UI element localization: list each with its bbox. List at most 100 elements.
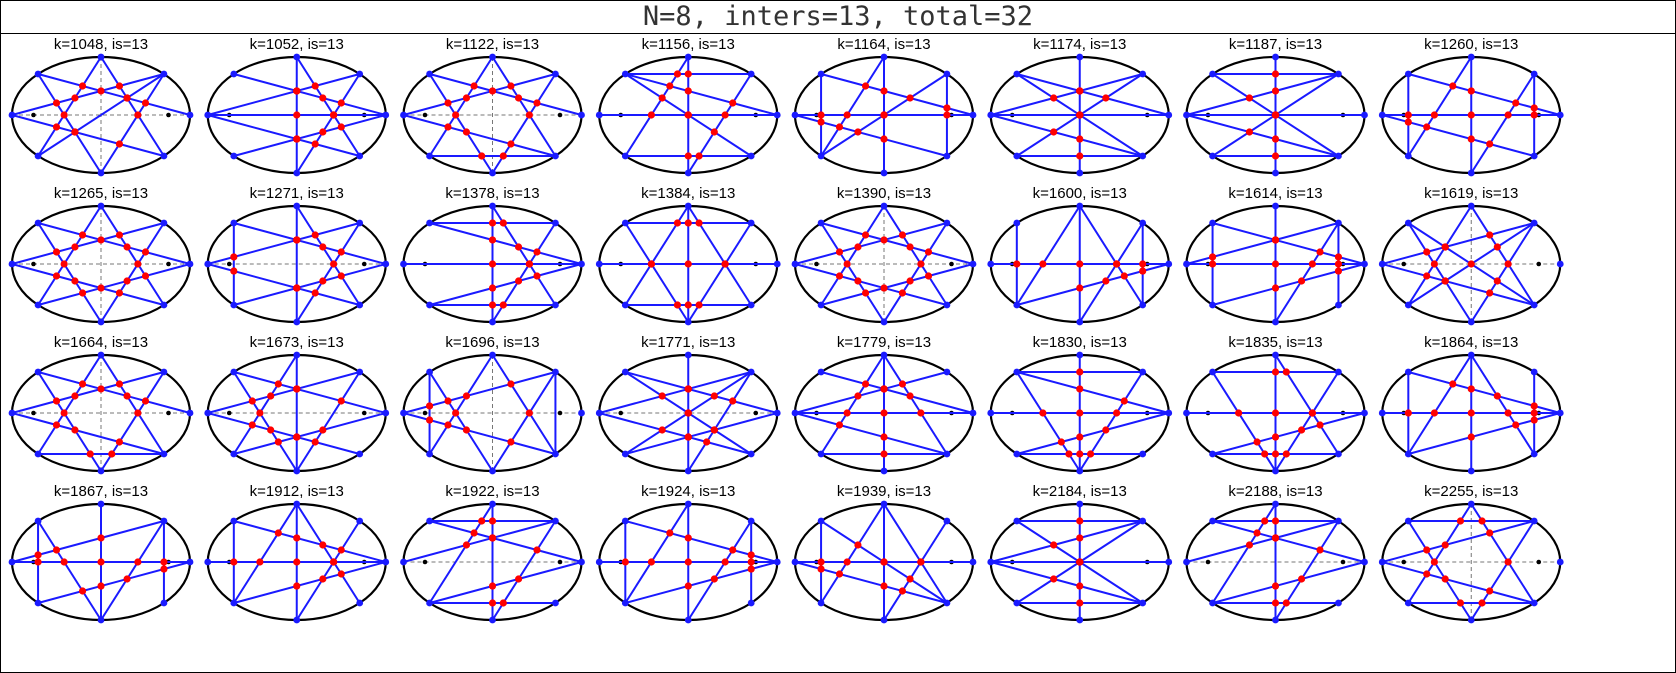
intersection-point [123,392,131,400]
intersection-point [1334,267,1343,275]
diagram-panel: k=1779, is=13 [791,334,977,475]
panel-label: k=1048, is=13 [54,36,148,53]
intersection-point [488,260,497,268]
intersection-point [1308,409,1316,417]
intersection-point [684,433,692,441]
intersection-point [1441,575,1449,583]
vertex-point [1361,558,1368,566]
vertex-point [186,260,194,268]
intersection-point [1271,368,1280,376]
focus-point [422,559,428,565]
intersection-point [462,541,471,549]
chord-line [100,205,165,306]
vertex-point [1013,219,1021,227]
intersection-point [52,421,61,429]
intersection-point [1076,385,1084,393]
intersection-point [78,82,87,90]
panel-label: k=1779, is=13 [837,334,931,351]
diagram-panel: k=1664, is=13 [8,334,194,475]
intersection-point [115,438,124,446]
intersection-point [1404,111,1412,119]
vertex-point [426,368,433,376]
intersection-point [293,385,301,393]
intersection-point [684,301,692,309]
vertex-point [489,500,496,508]
intersection-point [854,277,862,285]
intersection-point [1530,409,1538,417]
intersection-point [52,123,61,131]
intersection-point [880,558,888,566]
focus-point [1340,559,1346,565]
vertex-point [293,318,301,326]
vertex-point [1530,517,1538,525]
intersection-point [817,111,825,119]
vertex-point [400,558,407,566]
intersection-point [1486,140,1494,148]
chord-line [625,371,778,414]
intersection-point [684,409,692,417]
intersection-point [71,426,79,434]
chord-line [598,371,752,414]
panel-label: k=1864, is=13 [1424,334,1518,351]
intersection-point [470,529,478,537]
chord-line [429,73,582,116]
intersection-point [267,426,275,434]
intersection-point [123,575,131,583]
diagram-panel: k=1384, is=13 [595,185,781,326]
intersection-point [1504,111,1512,119]
diagram-panel: k=1924, is=13 [595,483,781,624]
intersection-point [462,392,471,400]
vertex-point [230,517,238,525]
intersection-point [835,123,844,131]
intersection-point [488,87,497,95]
vertex-point [943,368,951,376]
chord-line [1016,371,1170,414]
vertex-point [293,351,301,359]
panel-label: k=1271, is=13 [250,185,344,202]
vertex-point [1076,202,1084,210]
chord-line [820,222,885,323]
vertex-point [293,202,301,210]
vertex-point [34,70,42,78]
chord-line [1274,222,1340,323]
intersection-point [1076,368,1084,376]
vertex-point [595,409,603,417]
chord-line [428,354,494,455]
intersection-point [97,236,105,244]
vertex-point [943,219,951,227]
intersection-point [729,99,737,107]
vertex-point [621,219,629,227]
vertex-point [1183,260,1190,268]
intersection-point [1423,546,1431,554]
panel-label: k=1673, is=13 [250,334,344,351]
vertex-point [747,219,755,227]
intersection-point [1261,450,1269,458]
vertex-point [1272,318,1279,326]
intersection-point [898,380,907,388]
chord-line [11,222,165,265]
vertex-point [1335,301,1342,309]
intersection-point [330,558,338,566]
intersection-point [123,243,131,251]
vertex-point [97,467,105,475]
intersection-point [293,284,301,292]
vertex-point [34,219,42,227]
vertex-point [426,599,433,607]
intersection-point [880,284,888,292]
chord-line [207,371,360,414]
vertex-point [97,318,105,326]
chord-line [1015,205,1081,306]
vertex-point [1404,599,1412,607]
vertex-point [1272,169,1279,177]
chord-line [1186,520,1339,563]
chord-line [491,56,557,157]
vertex-point [97,169,105,177]
intersection-point [1530,104,1538,112]
intersection-point [684,385,692,393]
focus-point [949,261,954,267]
chord-line [233,114,387,157]
vertex-point [1165,409,1173,417]
intersection-point [1271,450,1280,458]
panel-label: k=1260, is=13 [1424,36,1518,53]
chord-line [1407,354,1473,455]
